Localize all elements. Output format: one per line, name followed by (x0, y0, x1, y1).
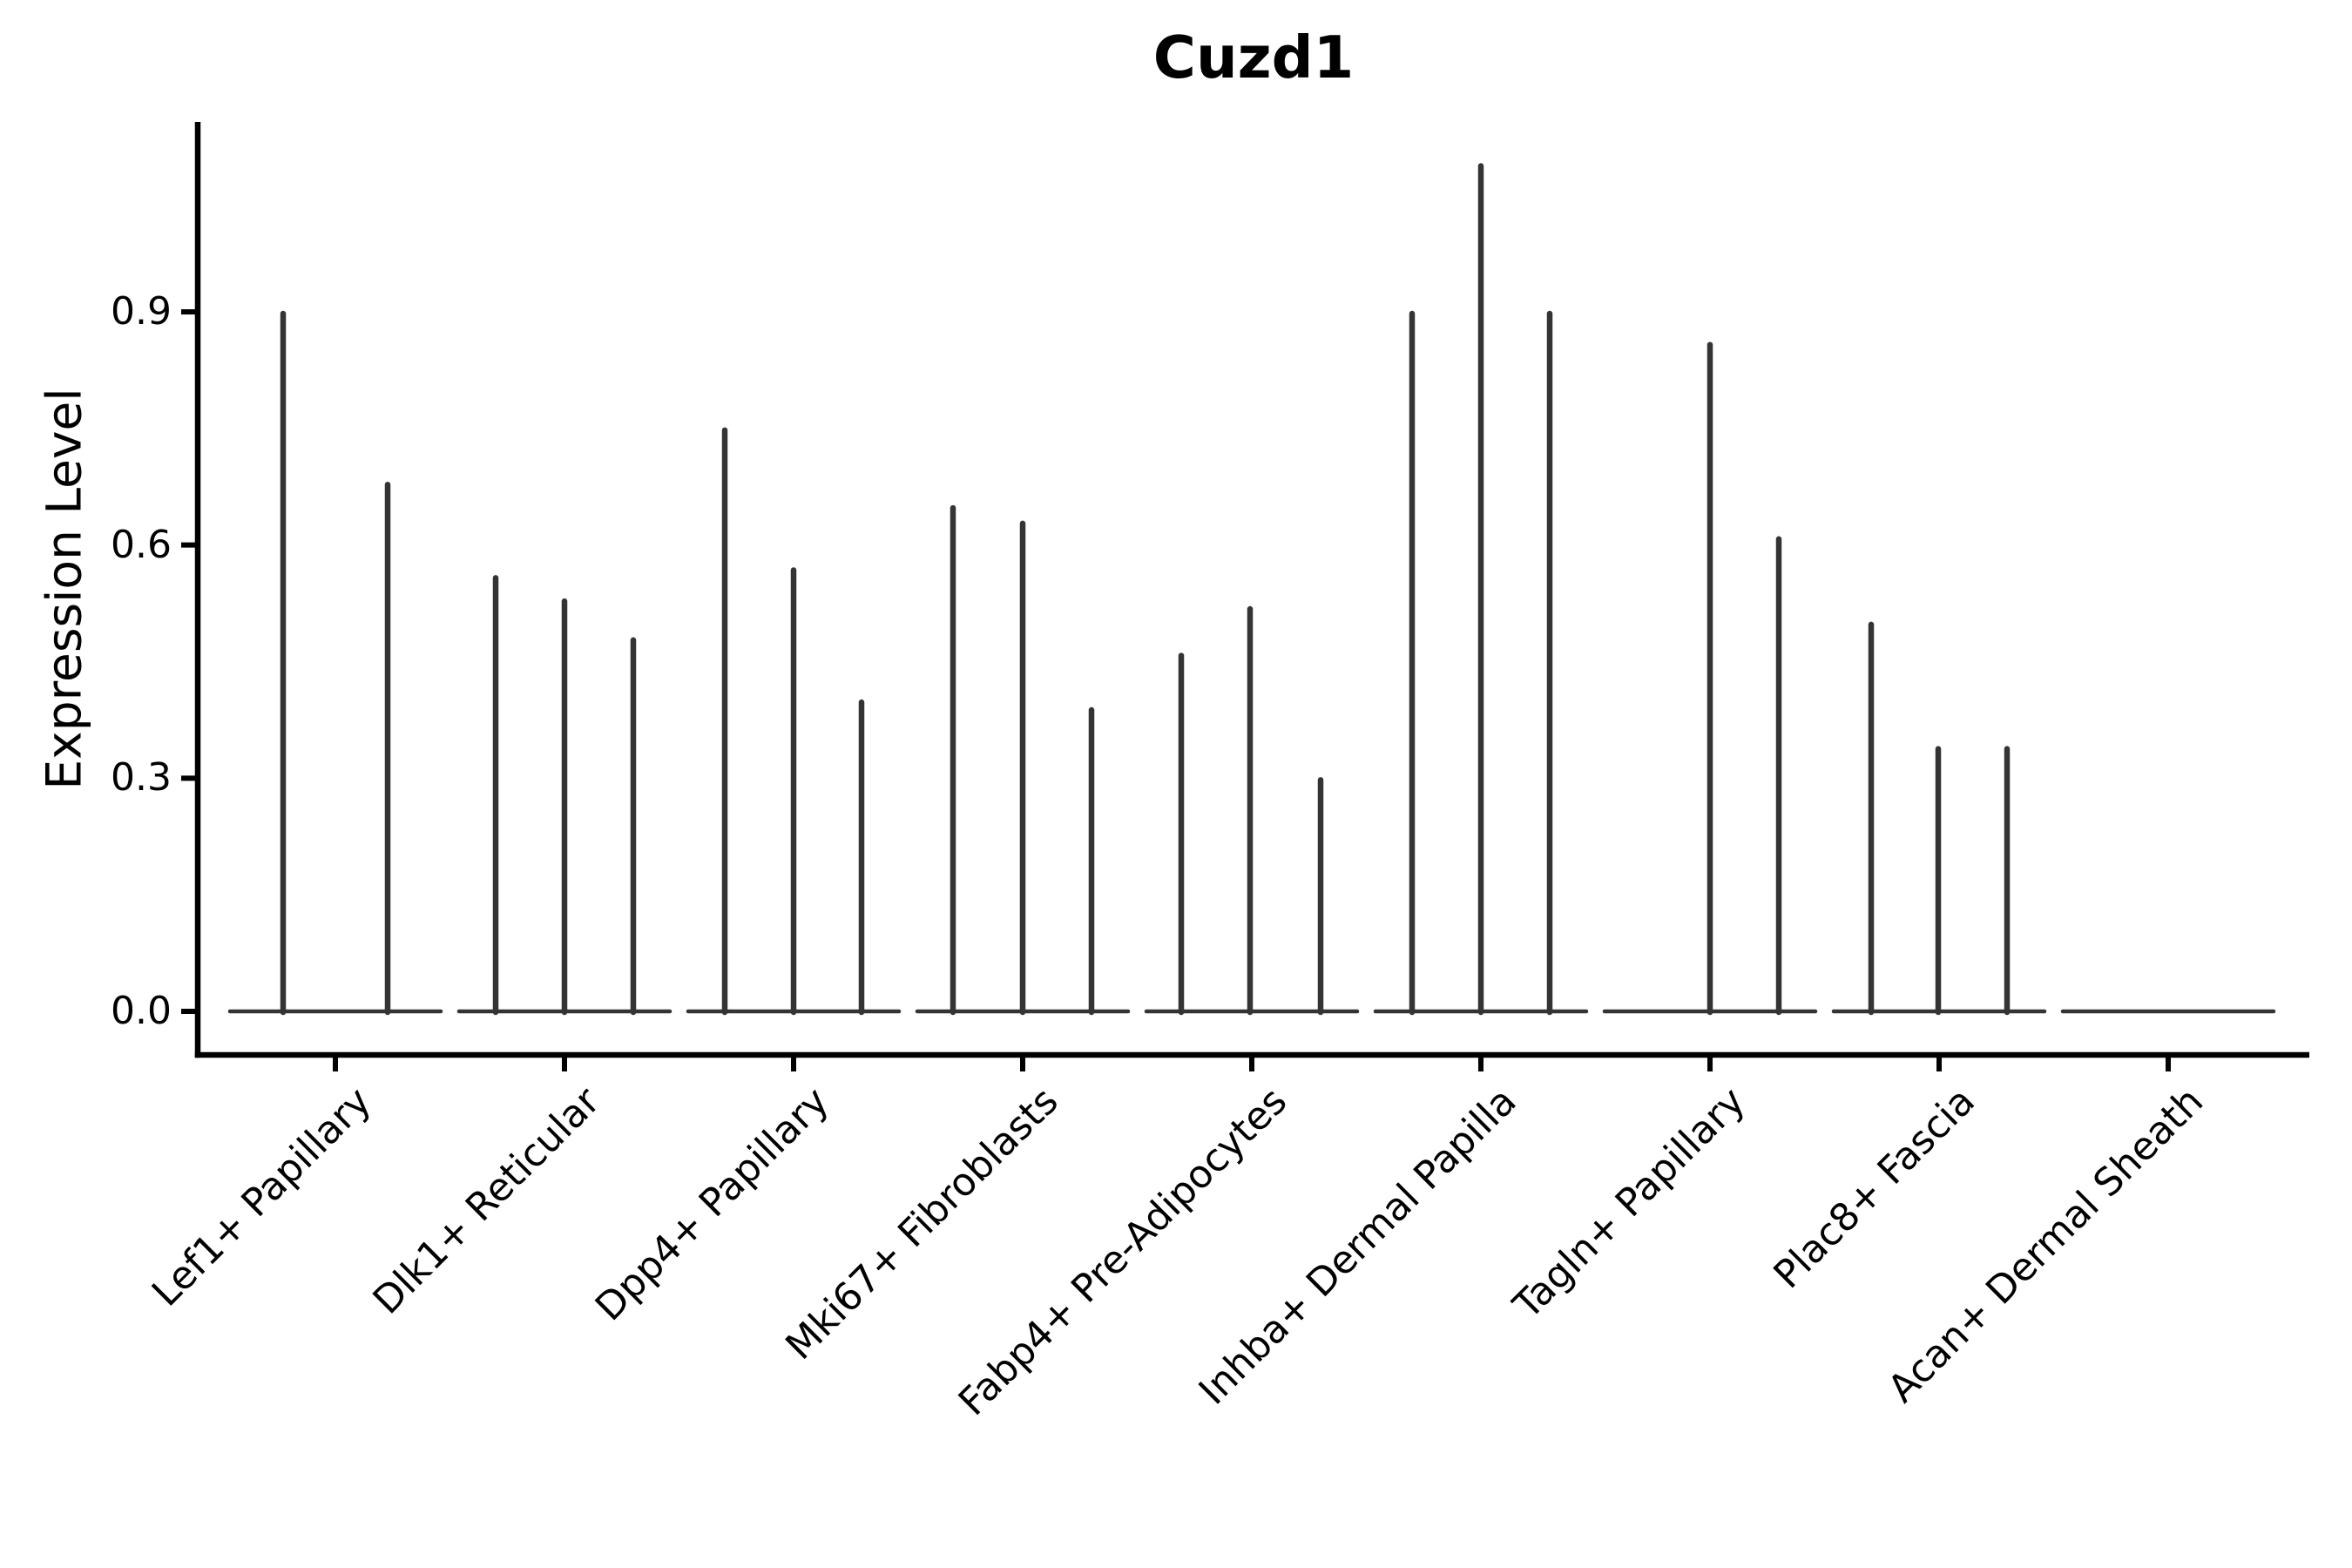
y-tick-label: 0.0 (111, 989, 172, 1033)
y-tick-label: 0.9 (111, 289, 172, 335)
plot-title: Cuzd1 (1152, 24, 1355, 91)
y-tick-label: 0.3 (111, 755, 172, 801)
y-tick-label: 0.6 (111, 522, 172, 567)
